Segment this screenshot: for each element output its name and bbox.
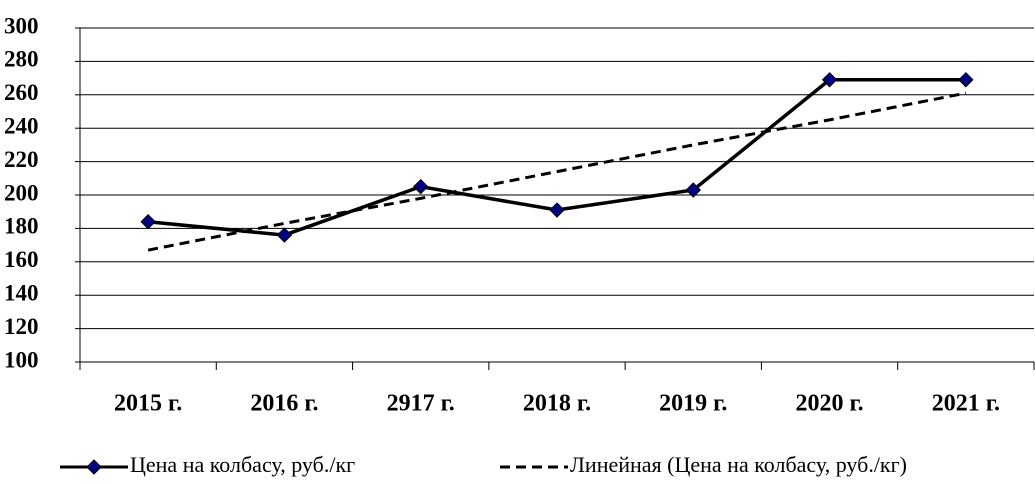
x-tick-label: 2019 г. xyxy=(659,391,727,417)
legend-label: Линейная (Цена на колбасу, руб./кг) xyxy=(570,452,907,477)
marker xyxy=(549,202,565,218)
marker xyxy=(413,178,429,195)
y-tick-label: 120 xyxy=(4,314,39,339)
marker xyxy=(276,227,293,243)
marker xyxy=(958,72,974,88)
y-tick-label: 260 xyxy=(4,80,39,105)
x-tick-label: 2018 г. xyxy=(523,391,591,417)
x-tick-label: 2016 г. xyxy=(250,391,318,417)
y-tick-label: 280 xyxy=(4,47,39,72)
x-tick-label: 2917 г. xyxy=(387,391,455,417)
legend-label: Цена на колбасу, руб./кг xyxy=(130,452,355,477)
y-tick-label: 200 xyxy=(4,180,39,205)
y-tick-label: 140 xyxy=(4,280,39,305)
y-tick-label: 160 xyxy=(4,247,39,272)
y-tick-label: 100 xyxy=(4,347,39,372)
trend-line xyxy=(147,91,967,252)
marker xyxy=(140,214,156,230)
marker xyxy=(685,182,701,198)
x-tick-label: 2020 г. xyxy=(795,391,863,417)
marker xyxy=(821,72,838,88)
legend-marker xyxy=(86,459,102,475)
y-tick-label: 300 xyxy=(4,13,39,38)
x-tick-label: 2021 г. xyxy=(932,391,1000,417)
y-tick-label: 220 xyxy=(4,147,39,172)
x-tick-label: 2015 г. xyxy=(114,391,182,417)
y-tick-label: 240 xyxy=(4,113,39,138)
y-tick-label: 180 xyxy=(4,214,39,239)
